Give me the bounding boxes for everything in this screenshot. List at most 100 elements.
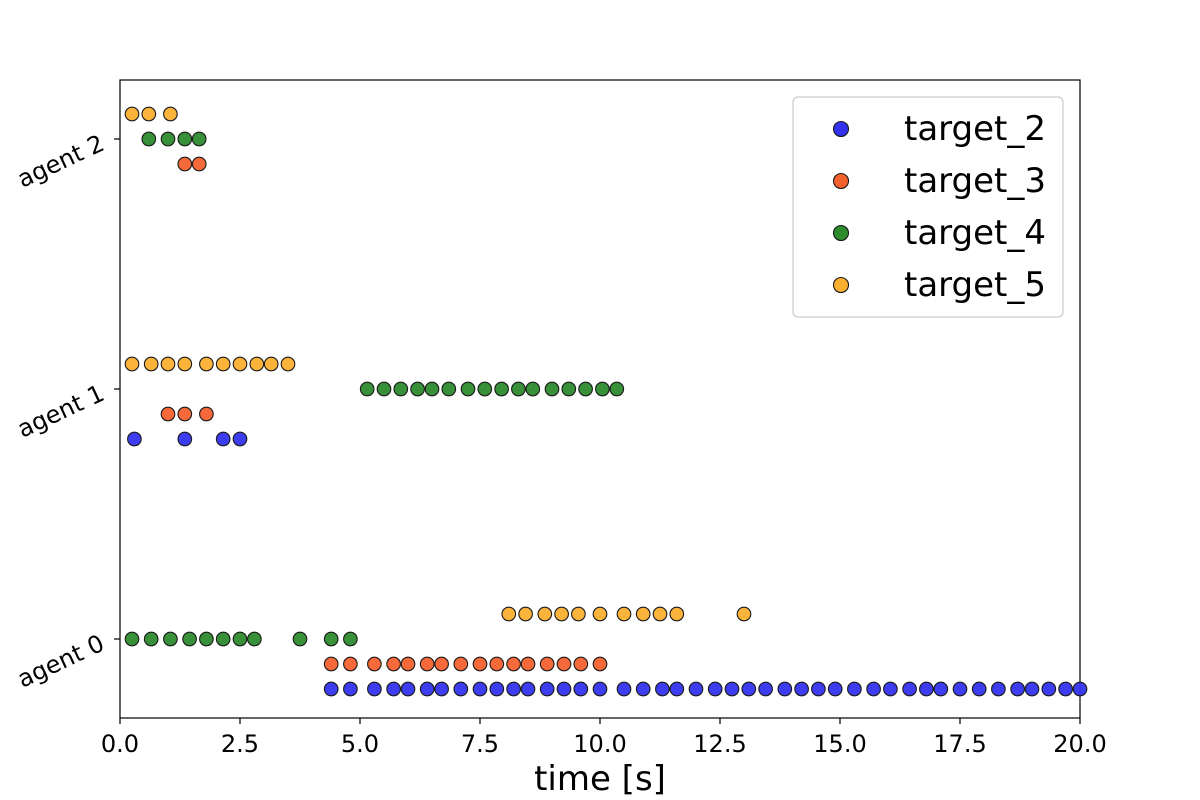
data-point-target-5 xyxy=(616,606,632,622)
data-point-target-2 xyxy=(386,681,401,697)
data-point-target-4 xyxy=(511,381,526,397)
y-tick-label: agent 0 xyxy=(13,629,108,693)
data-point-target-2 xyxy=(489,681,505,697)
data-point-target-2 xyxy=(777,681,793,697)
data-point-target-3 xyxy=(400,656,416,672)
data-point-target-4 xyxy=(376,381,392,397)
data-point-target-3 xyxy=(489,656,505,672)
data-point-target-4 xyxy=(177,131,193,147)
data-point-target-4 xyxy=(215,631,231,647)
x-tick-label: 2.5 xyxy=(221,730,259,758)
data-point-target-2 xyxy=(539,681,555,697)
data-point-target-5 xyxy=(280,356,296,372)
data-point-target-4 xyxy=(163,631,178,647)
data-point-target-2 xyxy=(177,431,193,447)
data-point-target-4 xyxy=(477,381,493,397)
data-point-target-4 xyxy=(494,381,509,397)
data-point-target-5 xyxy=(554,606,569,622)
data-point-target-4 xyxy=(544,381,560,397)
data-point-target-5 xyxy=(163,106,178,122)
data-point-target-2 xyxy=(933,681,949,697)
data-point-target-2 xyxy=(400,681,416,697)
data-point-target-2 xyxy=(127,431,142,447)
legend-label: target_5 xyxy=(904,265,1046,305)
legend-label: target_3 xyxy=(904,161,1046,201)
data-point-target-4 xyxy=(424,381,440,397)
data-point-target-2 xyxy=(453,681,469,697)
data-point-target-2 xyxy=(866,681,881,697)
data-point-target-4 xyxy=(441,381,457,397)
legend: target_2 target_3 target_4 target_5 xyxy=(792,96,1064,318)
data-point-target-2 xyxy=(883,681,898,697)
data-point-target-5 xyxy=(124,356,140,372)
data-point-target-3 xyxy=(506,656,521,672)
x-tick-label: 7.5 xyxy=(461,730,499,758)
data-point-target-3 xyxy=(386,656,401,672)
x-axis-ticks: 0.0 2.5 5.0 7.5 10.0 12.5 15.0 17.5 20.0 xyxy=(101,718,1107,758)
data-point-target-5 xyxy=(199,356,214,372)
data-point-target-2 xyxy=(919,681,934,697)
x-axis-label: time [s] xyxy=(534,759,666,799)
data-point-target-2 xyxy=(616,681,632,697)
data-point-target-5 xyxy=(249,356,265,372)
data-point-target-5 xyxy=(736,606,752,622)
legend-label: target_4 xyxy=(904,213,1046,253)
x-tick-label: 20.0 xyxy=(1053,730,1106,758)
data-point-target-4 xyxy=(525,381,541,397)
data-point-target-4 xyxy=(191,131,207,147)
data-point-target-4 xyxy=(141,131,157,147)
data-point-target-2 xyxy=(343,681,358,697)
data-point-target-2 xyxy=(724,681,740,697)
y-tick-label: agent 1 xyxy=(13,379,108,443)
y-tick-label: agent 2 xyxy=(13,129,108,193)
data-point-target-4 xyxy=(359,381,375,397)
data-point-target-4 xyxy=(124,631,140,647)
x-tick-label: 5.0 xyxy=(341,730,379,758)
y-axis-ticks: agent 0 agent 1 agent 2 xyxy=(13,129,120,693)
data-point-target-5 xyxy=(537,606,553,622)
data-point-target-2 xyxy=(707,681,723,697)
legend-marker xyxy=(832,224,850,242)
data-point-target-3 xyxy=(434,656,449,672)
data-point-target-2 xyxy=(991,681,1006,697)
data-point-target-5 xyxy=(263,356,279,372)
data-point-target-5 xyxy=(177,356,193,372)
x-tick-label: 15.0 xyxy=(813,730,866,758)
data-point-target-3 xyxy=(343,656,358,672)
data-point-target-2 xyxy=(367,681,382,697)
data-point-target-5 xyxy=(232,356,248,372)
data-point-target-2 xyxy=(506,681,521,697)
data-point-target-5 xyxy=(635,606,651,622)
data-point-target-4 xyxy=(343,631,358,647)
data-point-target-3 xyxy=(367,656,382,672)
data-point-target-2 xyxy=(323,681,339,697)
legend-box xyxy=(792,96,1064,318)
data-point-target-5 xyxy=(160,356,176,372)
data-point-target-4 xyxy=(143,631,159,647)
data-point-target-4 xyxy=(460,381,476,397)
data-point-target-5 xyxy=(215,356,231,372)
data-point-target-5 xyxy=(141,106,157,122)
data-point-target-5 xyxy=(592,606,608,622)
legend-label: target_2 xyxy=(904,109,1046,149)
data-point-target-4 xyxy=(232,631,248,647)
data-point-target-5 xyxy=(669,606,685,622)
data-point-target-4 xyxy=(182,631,197,647)
legend-marker xyxy=(832,172,850,190)
data-point-target-4 xyxy=(160,131,176,147)
data-point-target-2 xyxy=(472,681,488,697)
data-point-target-4 xyxy=(578,381,593,397)
data-point-target-2 xyxy=(811,681,826,697)
data-point-target-2 xyxy=(592,681,608,697)
data-point-target-3 xyxy=(419,656,435,672)
data-point-target-5 xyxy=(571,606,586,622)
data-point-target-5 xyxy=(518,606,533,622)
data-point-target-2 xyxy=(635,681,651,697)
data-point-target-2 xyxy=(847,681,862,697)
data-point-target-4 xyxy=(595,381,610,397)
legend-marker xyxy=(832,276,850,294)
data-point-target-4 xyxy=(292,631,308,647)
data-point-target-3 xyxy=(556,656,572,672)
